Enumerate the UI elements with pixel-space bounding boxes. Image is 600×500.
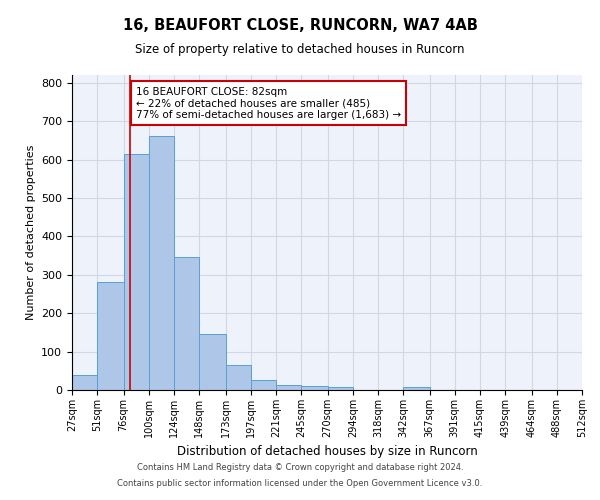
Bar — [97, 282, 124, 390]
Bar — [72, 374, 97, 390]
Y-axis label: Number of detached properties: Number of detached properties — [26, 145, 35, 320]
Text: 16 BEAUFORT CLOSE: 82sqm
← 22% of detached houses are smaller (485)
77% of semi-: 16 BEAUFORT CLOSE: 82sqm ← 22% of detach… — [136, 86, 401, 120]
Text: Size of property relative to detached houses in Runcorn: Size of property relative to detached ho… — [135, 42, 465, 56]
Bar — [276, 384, 301, 390]
Text: Contains public sector information licensed under the Open Government Licence v3: Contains public sector information licen… — [118, 478, 482, 488]
Bar — [301, 386, 328, 390]
Text: Contains HM Land Registry data © Crown copyright and database right 2024.: Contains HM Land Registry data © Crown c… — [137, 464, 463, 472]
Bar — [174, 258, 199, 390]
Text: 16, BEAUFORT CLOSE, RUNCORN, WA7 4AB: 16, BEAUFORT CLOSE, RUNCORN, WA7 4AB — [122, 18, 478, 32]
Bar — [124, 154, 149, 390]
Bar — [226, 365, 251, 390]
Bar — [328, 386, 353, 390]
Bar — [251, 380, 276, 390]
Bar — [403, 388, 430, 390]
Bar — [149, 136, 174, 390]
Bar — [199, 334, 226, 390]
X-axis label: Distribution of detached houses by size in Runcorn: Distribution of detached houses by size … — [176, 446, 478, 458]
